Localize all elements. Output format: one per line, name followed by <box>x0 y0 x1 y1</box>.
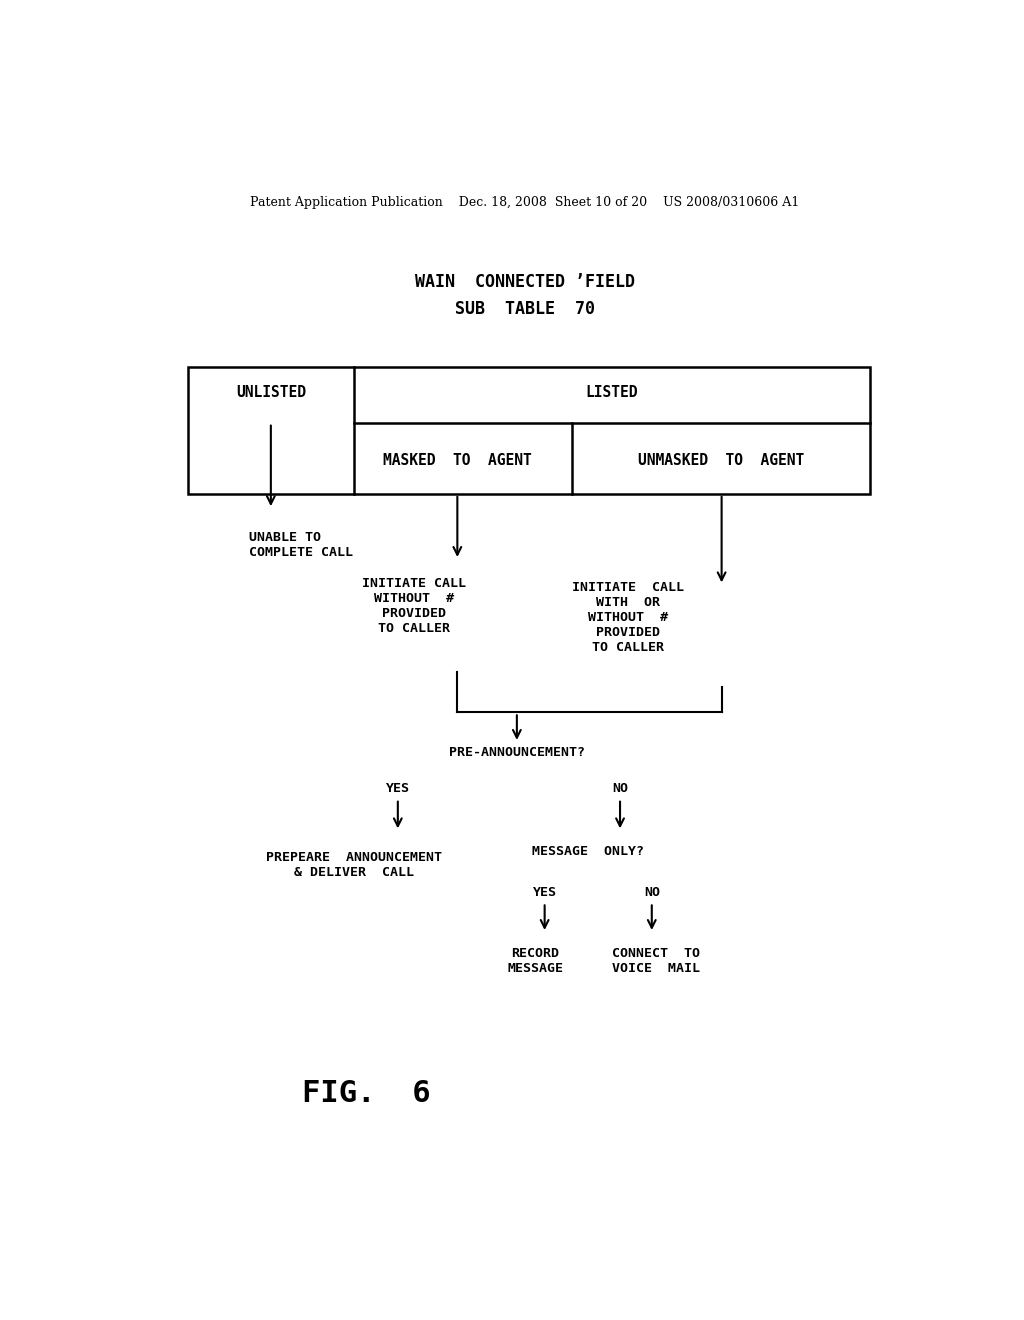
Text: YES: YES <box>532 886 557 899</box>
Text: UNABLE TO
COMPLETE CALL: UNABLE TO COMPLETE CALL <box>249 531 352 558</box>
Text: WAIN  CONNECTED ’FIELD: WAIN CONNECTED ’FIELD <box>415 273 635 292</box>
Text: INITIATE  CALL
WITH  OR
WITHOUT  #
PROVIDED
TO CALLER: INITIATE CALL WITH OR WITHOUT # PROVIDED… <box>572 581 684 655</box>
Text: UNMASKED  TO  AGENT: UNMASKED TO AGENT <box>639 453 805 467</box>
Text: PRE-ANNOUNCEMENT?: PRE-ANNOUNCEMENT? <box>449 747 585 759</box>
Text: FIG.  6: FIG. 6 <box>302 1078 430 1107</box>
Text: CONNECT  TO
VOICE  MAIL: CONNECT TO VOICE MAIL <box>611 948 699 975</box>
Text: LISTED: LISTED <box>586 384 638 400</box>
Text: PREPEARE  ANNOUNCEMENT
& DELIVER  CALL: PREPEARE ANNOUNCEMENT & DELIVER CALL <box>266 851 442 879</box>
Text: UNLISTED: UNLISTED <box>236 384 306 400</box>
Text: MASKED  TO  AGENT: MASKED TO AGENT <box>383 453 531 467</box>
Text: NO: NO <box>612 781 628 795</box>
Bar <box>187 367 870 494</box>
Text: NO: NO <box>644 886 659 899</box>
Text: Patent Application Publication    Dec. 18, 2008  Sheet 10 of 20    US 2008/03106: Patent Application Publication Dec. 18, … <box>250 195 800 209</box>
Text: YES: YES <box>386 781 410 795</box>
Text: RECORD
MESSAGE: RECORD MESSAGE <box>507 948 563 975</box>
Text: MESSAGE  ONLY?: MESSAGE ONLY? <box>532 845 644 858</box>
Text: SUB  TABLE  70: SUB TABLE 70 <box>455 300 595 318</box>
Text: INITIATE CALL
WITHOUT  #
PROVIDED
TO CALLER: INITIATE CALL WITHOUT # PROVIDED TO CALL… <box>361 577 466 635</box>
